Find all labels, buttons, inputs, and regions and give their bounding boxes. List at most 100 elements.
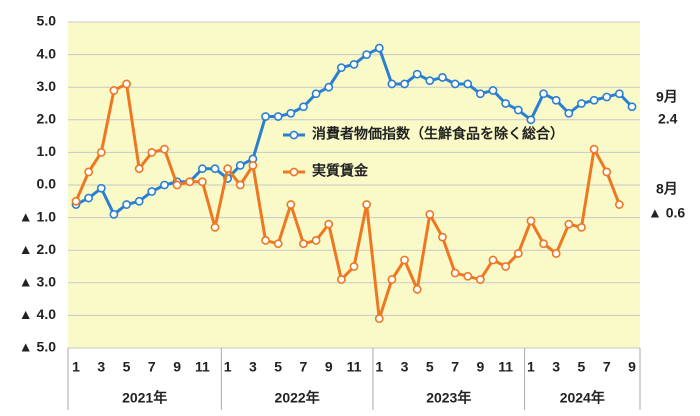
data-point: [147, 187, 157, 196]
legend-marker: [289, 130, 299, 140]
x-tick-label: 3: [249, 359, 257, 375]
annotation: ▲ 0.6: [648, 205, 685, 221]
data-point: [627, 102, 637, 112]
data-point: [84, 167, 94, 177]
data-point: [513, 249, 523, 258]
data-point: [286, 200, 296, 209]
data-point: [501, 99, 511, 108]
data-point: [501, 262, 511, 271]
data-point: [602, 167, 612, 177]
x-tick-label: 7: [300, 359, 308, 375]
y-tick-label: 0.0: [37, 176, 57, 192]
y-tick-label: ▲ 1.0: [19, 208, 56, 224]
data-point: [172, 180, 182, 190]
data-point: [488, 86, 498, 95]
annotation: 2.4: [658, 111, 678, 127]
annotation: 8月: [656, 181, 678, 197]
data-point: [261, 236, 270, 245]
legend-marker: [289, 167, 299, 177]
data-point: [614, 89, 624, 99]
x-tick-label: 9: [476, 359, 484, 375]
data-point: [197, 177, 207, 187]
y-tick-label: 2.0: [37, 111, 57, 127]
data-point: [526, 115, 536, 125]
data-point: [134, 164, 144, 174]
data-point: [273, 112, 283, 121]
x-tick-label: 5: [123, 359, 131, 375]
data-point: [84, 193, 94, 203]
legend-label: 消費者物価指数（生鮮食品を除く総合）: [312, 126, 564, 142]
y-tick-label: ▲ 4.0: [19, 306, 56, 322]
data-point: [551, 249, 561, 258]
data-point: [438, 232, 447, 242]
data-point: [450, 268, 460, 278]
data-point: [185, 177, 195, 187]
y-tick-label: 4.0: [37, 45, 57, 61]
y-tick-label: ▲ 3.0: [19, 274, 56, 290]
data-point: [273, 239, 283, 249]
x-tick-label: 1: [72, 359, 80, 375]
x-tick-label: 7: [603, 359, 611, 375]
data-point: [311, 89, 321, 99]
data-point: [109, 209, 119, 219]
data-point: [160, 180, 169, 190]
data-point: [463, 271, 473, 281]
x-tick-label: 11: [195, 359, 210, 375]
data-point: [412, 284, 422, 294]
data-point: [362, 200, 372, 209]
y-tick-label: 1.0: [37, 143, 57, 159]
x-tick-label: 11: [498, 359, 513, 375]
data-point: [134, 196, 144, 206]
data-point: [248, 161, 258, 170]
annotation: 9月: [656, 89, 678, 105]
data-point: [602, 92, 612, 102]
data-point: [387, 275, 397, 284]
data-point: [450, 79, 460, 89]
x-tick-label: 7: [148, 359, 156, 375]
x-tick-label: 11: [347, 359, 362, 375]
data-point: [374, 314, 384, 324]
year-label: 2021年: [122, 390, 167, 406]
data-point: [374, 43, 384, 53]
data-point: [235, 180, 245, 190]
x-tick-label: 5: [426, 359, 434, 375]
data-point: [564, 219, 574, 229]
data-point: [577, 99, 586, 108]
data-point: [438, 73, 447, 82]
year-label: 2024年: [560, 390, 605, 406]
x-tick-label: 1: [224, 359, 232, 375]
data-point: [210, 164, 220, 174]
y-tick-label: ▲ 2.0: [19, 241, 56, 257]
data-point: [122, 200, 131, 209]
data-point: [349, 262, 359, 271]
data-point: [577, 222, 586, 232]
data-point: [336, 63, 346, 73]
data-point: [299, 239, 308, 249]
data-point: [513, 105, 523, 115]
data-point: [564, 108, 574, 118]
data-point: [261, 112, 270, 121]
x-tick-label: 3: [401, 359, 409, 375]
data-point: [71, 196, 81, 206]
data-point: [614, 200, 624, 209]
data-point: [223, 164, 233, 174]
series-line: [74, 81, 621, 320]
data-point: [362, 50, 372, 59]
x-tick-label: 9: [628, 359, 636, 375]
data-point: [412, 69, 422, 79]
data-point: [299, 102, 308, 112]
data-point: [336, 275, 346, 284]
data-point: [425, 209, 435, 219]
x-tick-label: 7: [451, 359, 459, 375]
data-point: [475, 275, 485, 284]
legend-label: 実質賃金: [312, 163, 369, 179]
data-point: [160, 144, 169, 154]
x-tick-label: 1: [527, 359, 535, 375]
data-point: [109, 86, 119, 95]
x-tick-label: 5: [578, 359, 586, 375]
data-point: [463, 79, 473, 89]
data-point: [286, 108, 296, 118]
y-tick-label: 5.0: [37, 13, 57, 29]
data-point: [589, 95, 599, 105]
